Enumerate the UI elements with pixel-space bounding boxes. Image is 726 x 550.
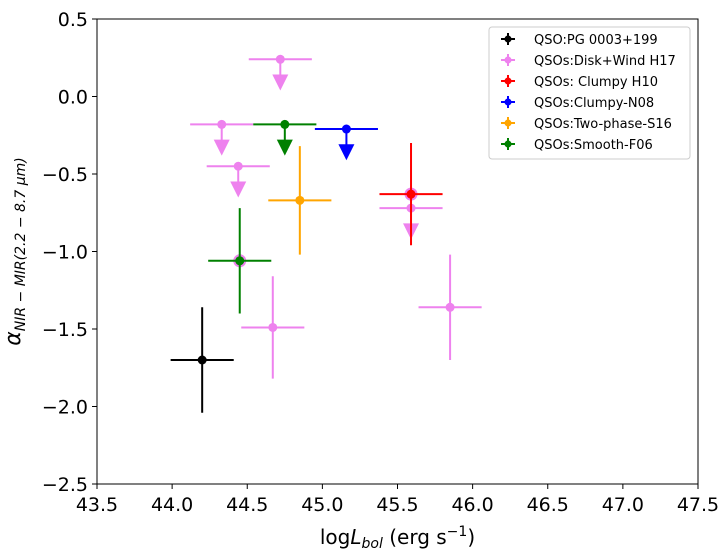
x-axis-label: logLbol (erg s−1) xyxy=(320,524,475,550)
series-2 xyxy=(379,143,443,246)
y-tick-label: −1.5 xyxy=(42,319,88,341)
y-tick-label: −1.0 xyxy=(42,242,88,264)
upper-limit-arrow xyxy=(338,144,355,161)
series-3 xyxy=(314,124,378,161)
series-0 xyxy=(170,307,234,413)
axes: 43.5 44.0 44.5 45.0 45.5 46.0 46.5 47.0 47.5 0.5 0… xyxy=(42,9,719,516)
legend-label: QSOs:Smooth-F06 xyxy=(534,138,653,153)
legend-label: QSOs:Clumpy-N08 xyxy=(534,96,654,111)
data-point xyxy=(268,322,278,332)
legend-marker xyxy=(504,140,512,148)
legend-label: QSO:PG 0003+199 xyxy=(534,33,658,48)
data-point xyxy=(197,355,207,365)
x-tick-label: 43.5 xyxy=(76,494,118,516)
data-point xyxy=(235,256,245,266)
series-5 xyxy=(208,119,317,314)
legend-marker xyxy=(504,119,512,127)
legend-label: QSOs: Clumpy H10 xyxy=(534,75,658,90)
legend: QSO:PG 0003+199 QSOs:Disk+Wind H17 QSOs: C… xyxy=(488,26,691,160)
y-tick-label: 0.0 xyxy=(58,87,88,109)
legend-label: QSOs:Two-phase-S16 xyxy=(534,117,672,132)
upper-limit-arrow xyxy=(272,74,289,91)
data-point xyxy=(406,189,416,199)
upper-limit-arrow xyxy=(230,181,247,198)
x-tick-label: 45.5 xyxy=(376,494,418,516)
x-tick-label: 47.0 xyxy=(602,494,644,516)
y-tick-label: −2.5 xyxy=(42,474,88,496)
legend-marker xyxy=(504,98,512,106)
legend-entry: QSO:PG 0003+199 xyxy=(501,33,658,48)
data-point xyxy=(217,119,227,129)
legend-marker xyxy=(504,56,512,64)
y-tick-label: −0.5 xyxy=(42,164,88,186)
x-tick-label: 44.5 xyxy=(226,494,268,516)
x-tick-label: 46.5 xyxy=(527,494,569,516)
data-point xyxy=(280,119,290,129)
x-tick-label: 45.0 xyxy=(301,494,343,516)
y-axis-label: αNIR − MIR(2.2 − 8.7 μm) xyxy=(1,157,29,346)
legend-box xyxy=(488,26,691,160)
series-1 xyxy=(190,54,482,379)
y-tick-label: 0.5 xyxy=(58,9,88,31)
data-point xyxy=(295,195,305,205)
upper-limit-arrow xyxy=(213,139,230,156)
legend-entry: QSOs:Clumpy-N08 xyxy=(501,96,654,111)
upper-limit-arrow xyxy=(276,139,293,156)
legend-marker xyxy=(504,35,512,43)
legend-entry: QSOs: Clumpy H10 xyxy=(501,75,658,90)
data-point xyxy=(341,124,351,134)
x-tick-label: 44.0 xyxy=(151,494,193,516)
data-point xyxy=(445,302,455,312)
series-4 xyxy=(268,146,332,255)
legend-entry: QSOs:Two-phase-S16 xyxy=(501,117,672,132)
x-tick-label: 46.0 xyxy=(451,494,493,516)
legend-entry: QSOs:Smooth-F06 xyxy=(501,138,653,153)
legend-entry: QSOs:Disk+Wind H17 xyxy=(501,54,676,69)
legend-marker xyxy=(504,77,512,85)
y-tick-label: −2.0 xyxy=(42,397,88,419)
data-point xyxy=(275,54,285,64)
x-tick-label: 47.5 xyxy=(677,494,719,516)
legend-label: QSOs:Disk+Wind H17 xyxy=(534,54,676,69)
data-marks xyxy=(170,54,482,413)
data-point xyxy=(233,161,243,171)
